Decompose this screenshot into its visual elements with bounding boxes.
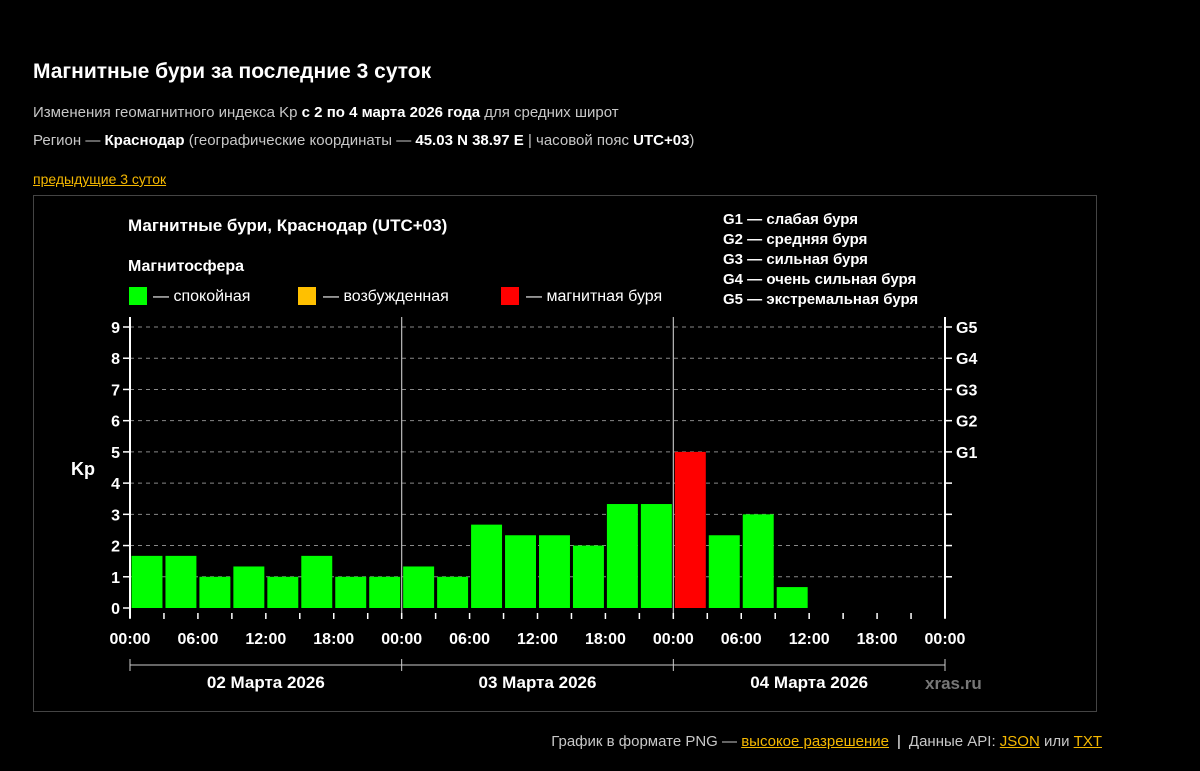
plot-area: 0 1 2 3 4 5 6 7 8 9 G1 G2 G3 G4 G5 00:00 06:00 12:00 18:00…: [110, 317, 977, 692]
y-tick-label: 3: [111, 507, 120, 524]
y-tick-label: 4: [111, 476, 120, 493]
storm-scale-g1: G1 — слабая буря: [723, 211, 858, 228]
kp-bar: [301, 555, 333, 608]
y-tick-label: 8: [111, 351, 120, 368]
y-tick-label: 5: [111, 445, 120, 462]
g-scale-label: G4: [956, 351, 977, 368]
kp-bar: [335, 576, 367, 608]
subtitle-latitudes: для средних широт: [480, 104, 619, 121]
legend-title: Магнитосфера: [128, 258, 244, 275]
x-tick-label: 06:00: [177, 631, 218, 648]
storm-scale-g2: G2 — средняя буря: [723, 231, 867, 248]
timezone-prefix: | часовой пояс: [523, 132, 634, 149]
day-label: 02 Марта 2026: [207, 673, 325, 692]
chart-title: Магнитные бури, Краснодар (UTC+03): [128, 216, 447, 235]
x-tick-label: 18:00: [585, 631, 626, 648]
x-tick-label: 18:00: [857, 631, 898, 648]
y-axis-label: Kp: [71, 459, 95, 479]
legend-label-storm: — магнитная буря: [526, 288, 662, 305]
kp-bar: [437, 576, 469, 608]
footer: График в формате PNG — высокое разрешени…: [551, 733, 1102, 750]
y-tick-label: 9: [111, 320, 120, 337]
subtitle-text: Изменения геомагнитного индекса Kp: [33, 104, 302, 121]
page-title: Магнитные бури за последние 3 суток: [33, 60, 432, 83]
chart-frame: [33, 195, 1097, 712]
x-tick-label: 00:00: [110, 631, 151, 648]
subtitle-region: Регион — Краснодар (географические коорд…: [33, 132, 694, 149]
day-label: 03 Марта 2026: [479, 673, 597, 692]
y-tick-label: 2: [111, 539, 120, 556]
footer-png-text: График в формате PNG —: [551, 733, 742, 750]
x-tick-label: 06:00: [449, 631, 490, 648]
legend-label-excited: — возбужденная: [323, 288, 449, 305]
x-tick-label: 12:00: [789, 631, 830, 648]
x-tick-label: 00:00: [381, 631, 422, 648]
storm-scale-g3: G3 — сильная буря: [723, 251, 868, 268]
y-tick-label: 1: [111, 570, 120, 587]
legend-label-calm: — спокойная: [153, 288, 250, 305]
x-tick-label: 00:00: [925, 631, 966, 648]
kp-bar: [539, 535, 570, 608]
region-suffix: ): [689, 132, 695, 149]
region-coords: 45.03 N 38.97 E: [415, 132, 524, 149]
g-scale-label: G2: [956, 414, 977, 431]
region-name: Краснодар: [104, 132, 185, 149]
kp-bar: [708, 535, 740, 608]
g-scale-label: G1: [956, 445, 977, 462]
kp-bar: [369, 576, 401, 608]
kp-bar: [131, 555, 163, 608]
y-tick-label: 6: [111, 414, 120, 431]
x-tick-label: 06:00: [721, 631, 762, 648]
x-tick-label: 18:00: [313, 631, 354, 648]
coords-prefix: (географические координаты —: [184, 132, 416, 149]
subtitle-dates: с 2 по 4 марта 2026 года: [301, 104, 481, 121]
kp-bar: [640, 504, 672, 608]
legend-swatch-storm: [501, 287, 519, 305]
footer-or-text: или: [1039, 733, 1074, 750]
region-prefix: Регион —: [33, 132, 105, 149]
y-tick-label: 7: [111, 382, 120, 399]
previous-3-days-link[interactable]: предыдущие 3 суток: [33, 171, 167, 187]
hires-link[interactable]: высокое разрешение: [741, 733, 889, 750]
legend-swatch-calm: [129, 287, 147, 305]
region-timezone: UTC+03: [633, 132, 690, 149]
kp-bar: [606, 504, 638, 608]
x-tick-label: 12:00: [245, 631, 286, 648]
g-scale-label: G3: [956, 382, 977, 399]
kp-bar: [403, 566, 435, 608]
x-tick-label: 12:00: [517, 631, 558, 648]
kp-bar: [742, 514, 774, 608]
kp-bar: [674, 451, 706, 608]
kp-chart: Магнитные бури, Краснодар (UTC+03) Магни…: [71, 211, 982, 693]
kp-bar: [776, 587, 808, 608]
legend-swatch-excited: [298, 287, 316, 305]
txt-link[interactable]: TXT: [1073, 733, 1102, 750]
kp-bar: [572, 545, 604, 608]
kp-bar: [199, 576, 231, 608]
g-scale-label: G5: [956, 320, 977, 337]
kp-bar: [233, 566, 265, 608]
kp-bar: [505, 535, 536, 608]
y-tick-label: 0: [111, 601, 120, 618]
footer-api-text: Данные API:: [908, 733, 1000, 750]
kp-bar: [267, 576, 299, 608]
subtitle-period: Изменения геомагнитного индекса Kp с 2 п…: [33, 104, 619, 121]
storm-scale-g5: G5 — экстремальная буря: [723, 291, 918, 308]
footer-separator: |: [897, 733, 901, 750]
x-tick-label: 00:00: [653, 631, 694, 648]
day-label: 04 Марта 2026: [750, 673, 868, 692]
watermark: xras.ru: [925, 674, 982, 693]
json-link[interactable]: JSON: [999, 733, 1040, 750]
kp-bar: [471, 524, 503, 608]
kp-bar: [165, 555, 197, 608]
storm-scale-g4: G4 — очень сильная буря: [723, 271, 916, 288]
